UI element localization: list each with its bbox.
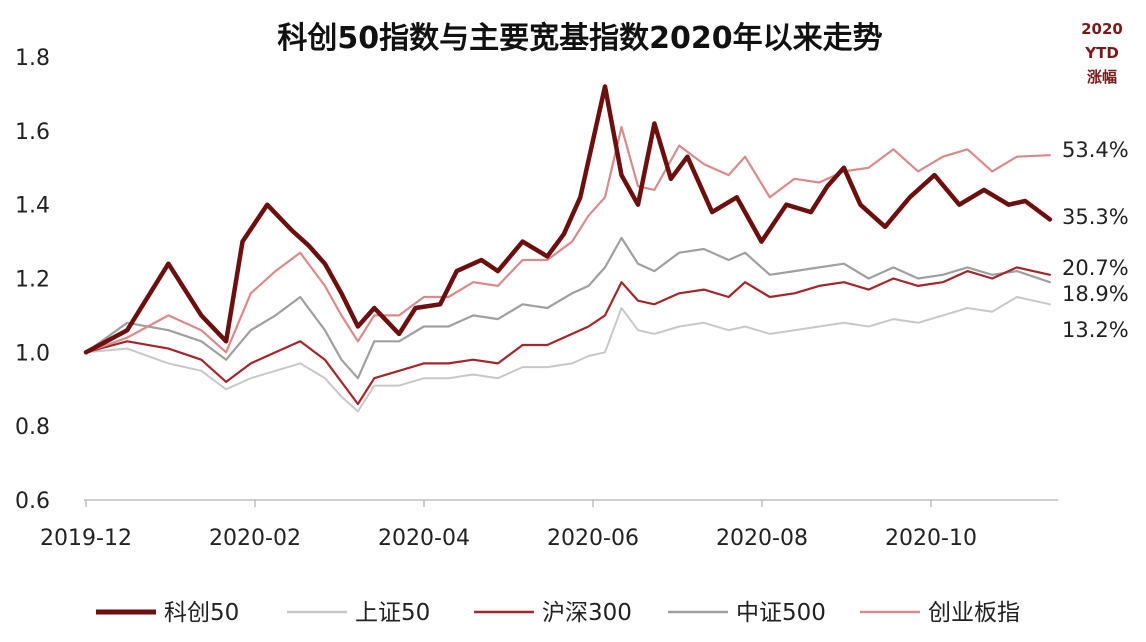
x-axis-ticks: 2019-12 2020-02 2020-04 2020-06 2020-08 2020-… [40, 500, 977, 551]
y-tick-label: 1.0 [15, 341, 50, 366]
series-line-1 [85, 296, 1051, 413]
x-tick-label: 2020-10 [885, 526, 977, 551]
y-tick-label: 1.2 [15, 268, 50, 293]
ytd-label-change: 涨幅 [1087, 68, 1117, 86]
series-line-3 [84, 236, 1052, 380]
legend-label-0: 科创50 [164, 600, 239, 626]
ytd-label: 2020 YTD 涨幅 [1081, 20, 1123, 86]
legend-label-1: 上证50 [355, 600, 430, 626]
y-tick-label: 0.8 [15, 415, 50, 440]
end-label-4: 53.4% [1062, 138, 1129, 162]
x-tick-label: 2019-12 [40, 526, 132, 551]
series-line-4 [84, 125, 1052, 354]
series-line-0 [83, 84, 1053, 355]
legend-label-3: 中证500 [736, 600, 826, 626]
x-tick-label: 2020-08 [716, 526, 808, 551]
end-label-1: 13.2% [1062, 318, 1129, 342]
legend: 科创50 上证50 沪深300 中证500 创业板指 [96, 600, 1020, 626]
series-group [83, 84, 1053, 413]
y-axis-ticks: 0.6 0.8 1.0 1.2 1.4 1.6 1.8 [15, 46, 50, 514]
ytd-label-year: 2020 [1081, 20, 1123, 38]
x-tick-label: 2020-04 [378, 526, 470, 551]
y-tick-label: 1.8 [15, 46, 50, 71]
x-tick-label: 2020-06 [547, 526, 639, 551]
y-tick-label: 1.4 [15, 194, 50, 219]
y-tick-label: 1.6 [15, 120, 50, 145]
series-line-2 [84, 266, 1052, 406]
legend-label-2: 沪深300 [542, 600, 632, 626]
y-tick-label: 0.6 [15, 489, 50, 514]
chart-title: 科创50指数与主要宽基指数2020年以来走势 [277, 21, 882, 56]
x-tick-label: 2020-02 [209, 526, 301, 551]
legend-label-4: 创业板指 [928, 600, 1020, 626]
ytd-label-ytd: YTD [1084, 44, 1119, 62]
end-label-2: 20.7% [1062, 256, 1129, 280]
end-label-3: 18.9% [1062, 282, 1129, 306]
end-label-0: 35.3% [1062, 205, 1129, 229]
end-labels: 35.3% 13.2% 20.7%18.9% 53.4% [1062, 138, 1129, 342]
